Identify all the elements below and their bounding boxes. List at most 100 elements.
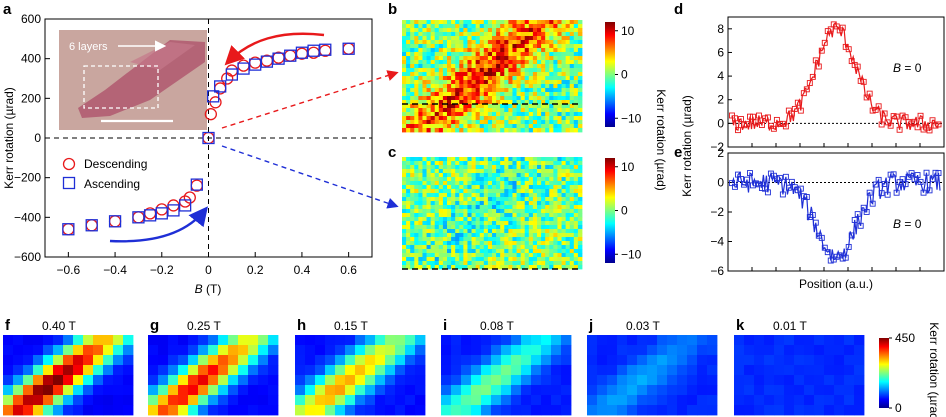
panel-b-heatmap-cell	[483, 100, 489, 105]
panel-c-heatmap-cell	[577, 189, 583, 194]
panel-b-heatmap-cell	[467, 80, 472, 85]
panel-c-heatmap-cell	[532, 205, 538, 210]
panel-c-heatmap-cell	[483, 253, 489, 258]
panel-c-heatmap-cell	[537, 213, 542, 218]
panel-b-heatmap-cell	[516, 124, 522, 129]
panel-d-trace-marker	[899, 112, 906, 119]
panel-b-heatmap-cell	[447, 120, 452, 125]
panel-c-heatmap-cell	[549, 193, 554, 198]
panel-c-heatmap-cell	[483, 241, 489, 246]
panel-b-heatmap-cell	[471, 20, 477, 25]
panel-g-heatmap-cell	[158, 365, 169, 376]
panel-g-heatmap-cell	[248, 365, 259, 376]
panel-c-heatmap-cell	[565, 181, 571, 186]
panel-d-frame	[727, 16, 945, 148]
panel-f-heatmap-cell	[53, 335, 64, 346]
panel-i-heatmap-cell	[501, 355, 512, 366]
panel-b-heatmap-cell	[537, 32, 542, 37]
panel-c-heatmap-cell	[516, 165, 522, 170]
panel-b-heatmap-cell	[434, 64, 440, 69]
panel-b-heatmap-cell	[549, 52, 554, 57]
panel-j-heatmap-cell	[637, 365, 648, 376]
panel-c-heatmap-cell	[422, 261, 427, 266]
panel-c-heatmap-cell	[545, 261, 550, 266]
panel-j-heatmap-cell	[657, 405, 668, 416]
panel-c-heatmap-cell	[537, 221, 542, 226]
panel-g-heatmap-cell	[238, 345, 249, 356]
y-tick-label: 0	[717, 176, 724, 190]
panel-c-heatmap-cell	[410, 173, 415, 178]
panel-c-heatmap-cell	[569, 249, 575, 254]
panel-b-heatmap-cell	[528, 56, 534, 61]
panel-c-heatmap-cell	[504, 173, 509, 178]
panel-c-heatmap-cell	[451, 233, 456, 238]
panel-j-heatmap-cell	[647, 375, 658, 386]
panel-c-heatmap-cell	[532, 217, 538, 222]
panel-b-heatmap-cell	[418, 44, 423, 49]
panel-g-heatmap-cell	[218, 375, 229, 386]
panel-k-heatmap-cell	[814, 345, 825, 356]
panel-b-heatmap-cell	[467, 84, 472, 89]
panel-c-heatmap-cell	[545, 221, 550, 226]
panel-g-heatmap-cell	[168, 365, 179, 376]
panel-c-heatmap-cell	[524, 265, 530, 270]
panel-b-heatmap-cell	[426, 120, 432, 125]
panel-c-heatmap-cell	[557, 189, 562, 194]
panel-f-heatmap-cell	[63, 385, 74, 396]
panel-c-heatmap-cell	[524, 221, 530, 226]
panel-c-heatmap-cell	[492, 181, 497, 186]
panel-bc-colorbar-label: Kerr rotation (µrad)	[654, 89, 668, 191]
panel-j-heatmap-cell	[677, 355, 688, 366]
panel-b-heatmap-cell	[406, 24, 411, 29]
panel-b-heatmap-cell	[553, 60, 558, 65]
panel-c-heatmap-cell	[418, 249, 423, 254]
panel-c-heatmap-cell	[438, 217, 444, 222]
panel-f-heatmap-cell	[83, 405, 94, 416]
panel-f-heatmap-cell	[3, 345, 14, 356]
panel-b-heatmap-cell	[524, 108, 530, 113]
panel-c-heatmap-cell	[541, 261, 546, 266]
panel-fk-colorbar-label: Kerr rotation (µrad)	[927, 322, 941, 417]
panel-c-heatmap-cell	[532, 253, 538, 258]
panel-b-heatmap-cell	[442, 124, 448, 129]
panel-c-heatmap-cell	[508, 237, 513, 242]
panel-b-heatmap-cell	[447, 104, 452, 109]
panel-b-heatmap-cell	[557, 68, 562, 73]
panel-b-heatmap-cell	[467, 88, 472, 93]
panel-f-heatmap-cell	[3, 355, 14, 366]
panel-c-heatmap-cell	[487, 229, 493, 234]
panel-c-heatmap-cell	[459, 193, 464, 198]
panel-c-heatmap-cell	[475, 265, 481, 270]
panel-c-heatmap-cell	[524, 225, 530, 230]
panel-c-heatmap-cell	[561, 201, 567, 206]
panel-b-heatmap-cell	[442, 32, 448, 37]
panel-f-heatmap-cell	[123, 355, 134, 366]
panel-c-heatmap-cell	[442, 265, 448, 270]
panel-c-heatmap-cell	[508, 217, 513, 222]
panel-i-heatmap-cell	[441, 365, 452, 376]
panel-d-trace-line	[731, 21, 941, 132]
panel-c-heatmap-cell	[492, 169, 497, 174]
panel-c-heatmap-cell	[410, 169, 415, 174]
panel-c-heatmap-cell	[565, 229, 571, 234]
ascending-data-point	[178, 199, 192, 212]
panel-k-heatmap-cell	[764, 375, 775, 386]
panel-c-heatmap-cell	[475, 185, 481, 190]
panel-c-heatmap-cell	[565, 205, 571, 210]
panel-c-heatmap-cell	[430, 193, 436, 198]
panel-g-heatmap-cell	[178, 365, 189, 376]
panel-k-heatmap-cell	[734, 395, 745, 406]
panel-b-heatmap-cell	[561, 88, 567, 93]
panel-c-heatmap-cell	[561, 173, 567, 178]
panel-c-heatmap-cell	[528, 221, 534, 226]
panel-c-heatmap-cell	[414, 177, 419, 182]
panel-label-k: k	[736, 317, 745, 334]
panel-b-heatmap-cell	[508, 84, 513, 89]
panel-b-heatmap-cell	[434, 96, 440, 101]
panel-i-heatmap-cell	[511, 385, 522, 396]
panel-c-heatmap-cell	[438, 169, 444, 174]
panel-j-heatmap-cell	[667, 375, 678, 386]
panel-i-heatmap-cell	[541, 395, 552, 406]
panel-a-data-points	[62, 42, 355, 236]
panel-b-heatmap-cell	[537, 68, 542, 73]
